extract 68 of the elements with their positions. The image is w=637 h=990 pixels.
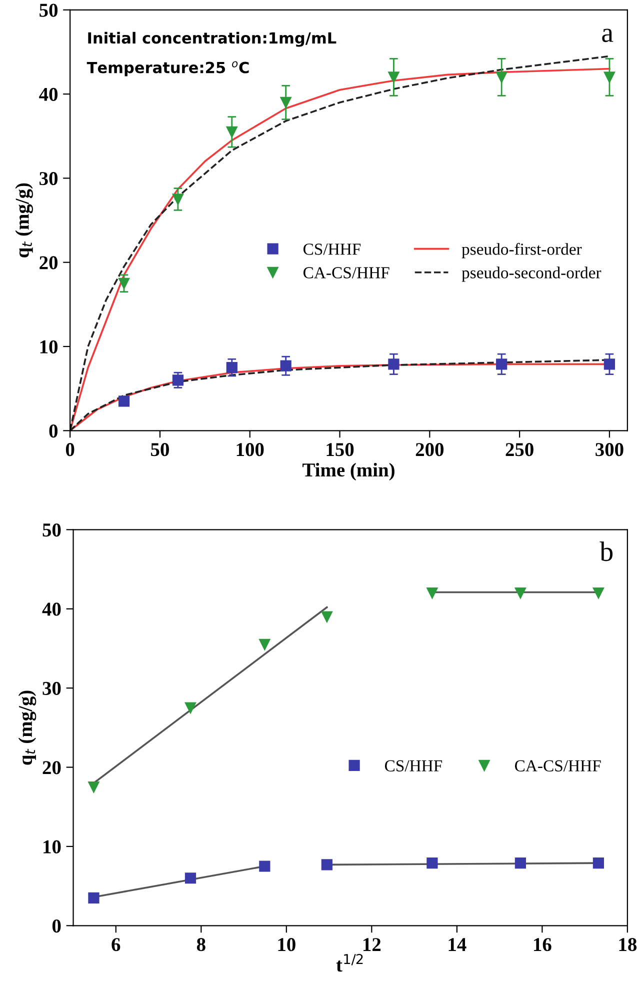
y-tick-label: 0 [52,919,61,933]
x-tick-label: 10 [278,938,296,952]
x-tick-label: 12 [364,938,381,951]
y-tick-label: 20 [40,256,58,270]
point [321,859,332,870]
y-tick-label: 10 [40,340,58,354]
point [259,638,270,650]
point [592,587,604,599]
point [514,587,526,599]
point [388,358,400,370]
point [426,587,438,599]
y-tick-label: 40 [39,88,58,101]
point [592,858,604,869]
x-tick-label: 6 [112,938,120,952]
y-tick-label: 50 [40,4,58,17]
x-tick-label: 16 [534,938,552,952]
point [184,702,196,714]
point [118,396,130,407]
y-axis-title: q$_{t}$ (mg/g) [15,183,33,258]
point [172,374,184,386]
point [226,126,238,138]
legend-label: CA-CS/HHF [303,267,390,278]
y-tick-label: 20 [42,761,61,774]
y-tick-label: 10 [44,840,61,854]
x-tick-label: 0 [66,443,74,456]
point [388,72,400,83]
y-tick-label: 30 [40,172,58,186]
point [172,194,184,205]
x-tick-label: 250 [506,443,534,456]
point [604,72,616,83]
x-tick-label: 150 [326,443,354,456]
point [496,358,508,370]
legend-label: pseudo-first-order [462,242,582,258]
point [88,892,100,904]
point [118,278,130,289]
y-tick-label: 40 [42,602,61,616]
legend-label: CA-CS/HHF [514,760,601,772]
point [426,858,438,869]
point [321,611,332,622]
y-tick-label: 0 [49,424,58,438]
point [226,362,238,374]
y-tick-label: 30 [42,682,61,695]
point [259,860,270,872]
y-axis-title: q$_{t}$ (mg/g) [18,690,36,765]
x-axis-title: Time (min) [302,462,394,480]
point [280,360,292,372]
x-tick-label: 14 [448,938,466,951]
y-tick-label: 50 [42,523,61,537]
legend-label: pseudo-second-order [462,266,602,282]
x-tick-label: 50 [151,443,169,456]
point [604,358,616,370]
point [280,96,292,108]
point [514,858,526,869]
x-tick-label: 200 [416,443,444,456]
chart-title: a [602,28,614,42]
legend-label: CS/HHF [384,760,442,772]
point [496,72,508,83]
x-tick-label: 100 [236,443,264,456]
x-tick-label: 300 [596,443,624,456]
legend-label: CS/HHF [303,244,361,255]
point [88,781,100,793]
x-tick-label: 8 [196,938,206,952]
x-tick-label: 18 [619,938,637,952]
chart-title: b [600,542,613,562]
annotation: Temperature:25 $^{o}$C [86,61,249,76]
x-axis-title: t$^{1/2}$ [336,954,363,972]
point [184,872,196,884]
annotation: Initial concentration:1mg/mL [88,32,336,47]
